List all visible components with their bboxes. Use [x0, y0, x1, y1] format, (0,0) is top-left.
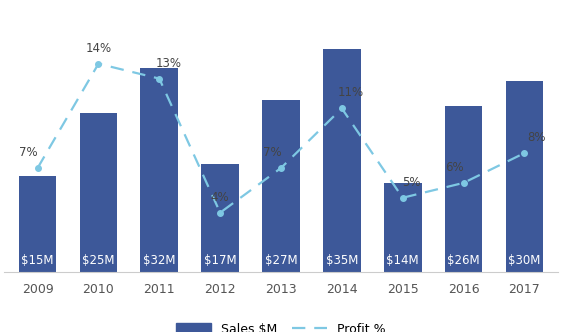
Bar [201, 164, 239, 272]
Text: 11%: 11% [338, 86, 364, 100]
Text: $17M: $17M [204, 254, 237, 267]
Legend: Sales $M, Profit %: Sales $M, Profit % [171, 318, 391, 332]
Text: $35M: $35M [325, 254, 358, 267]
Text: 5%: 5% [402, 176, 421, 189]
Bar [80, 113, 117, 272]
Text: 13%: 13% [156, 57, 182, 70]
Text: 7%: 7% [19, 146, 38, 159]
Text: 4%: 4% [211, 191, 229, 204]
Bar [445, 106, 482, 272]
Text: 6%: 6% [445, 161, 464, 174]
Bar [19, 177, 57, 272]
Text: $14M: $14M [386, 254, 419, 267]
Bar [140, 68, 178, 272]
Text: $15M: $15M [21, 254, 54, 267]
Bar [505, 81, 543, 272]
Text: $25M: $25M [82, 254, 115, 267]
Text: 7%: 7% [262, 146, 281, 159]
Bar [262, 100, 300, 272]
Text: $26M: $26M [447, 254, 480, 267]
Text: $32M: $32M [143, 254, 175, 267]
Bar [323, 49, 361, 272]
Text: 8%: 8% [527, 131, 546, 144]
Text: $27M: $27M [265, 254, 297, 267]
Bar [384, 183, 422, 272]
Text: 14%: 14% [85, 42, 111, 55]
Text: $30M: $30M [508, 254, 541, 267]
